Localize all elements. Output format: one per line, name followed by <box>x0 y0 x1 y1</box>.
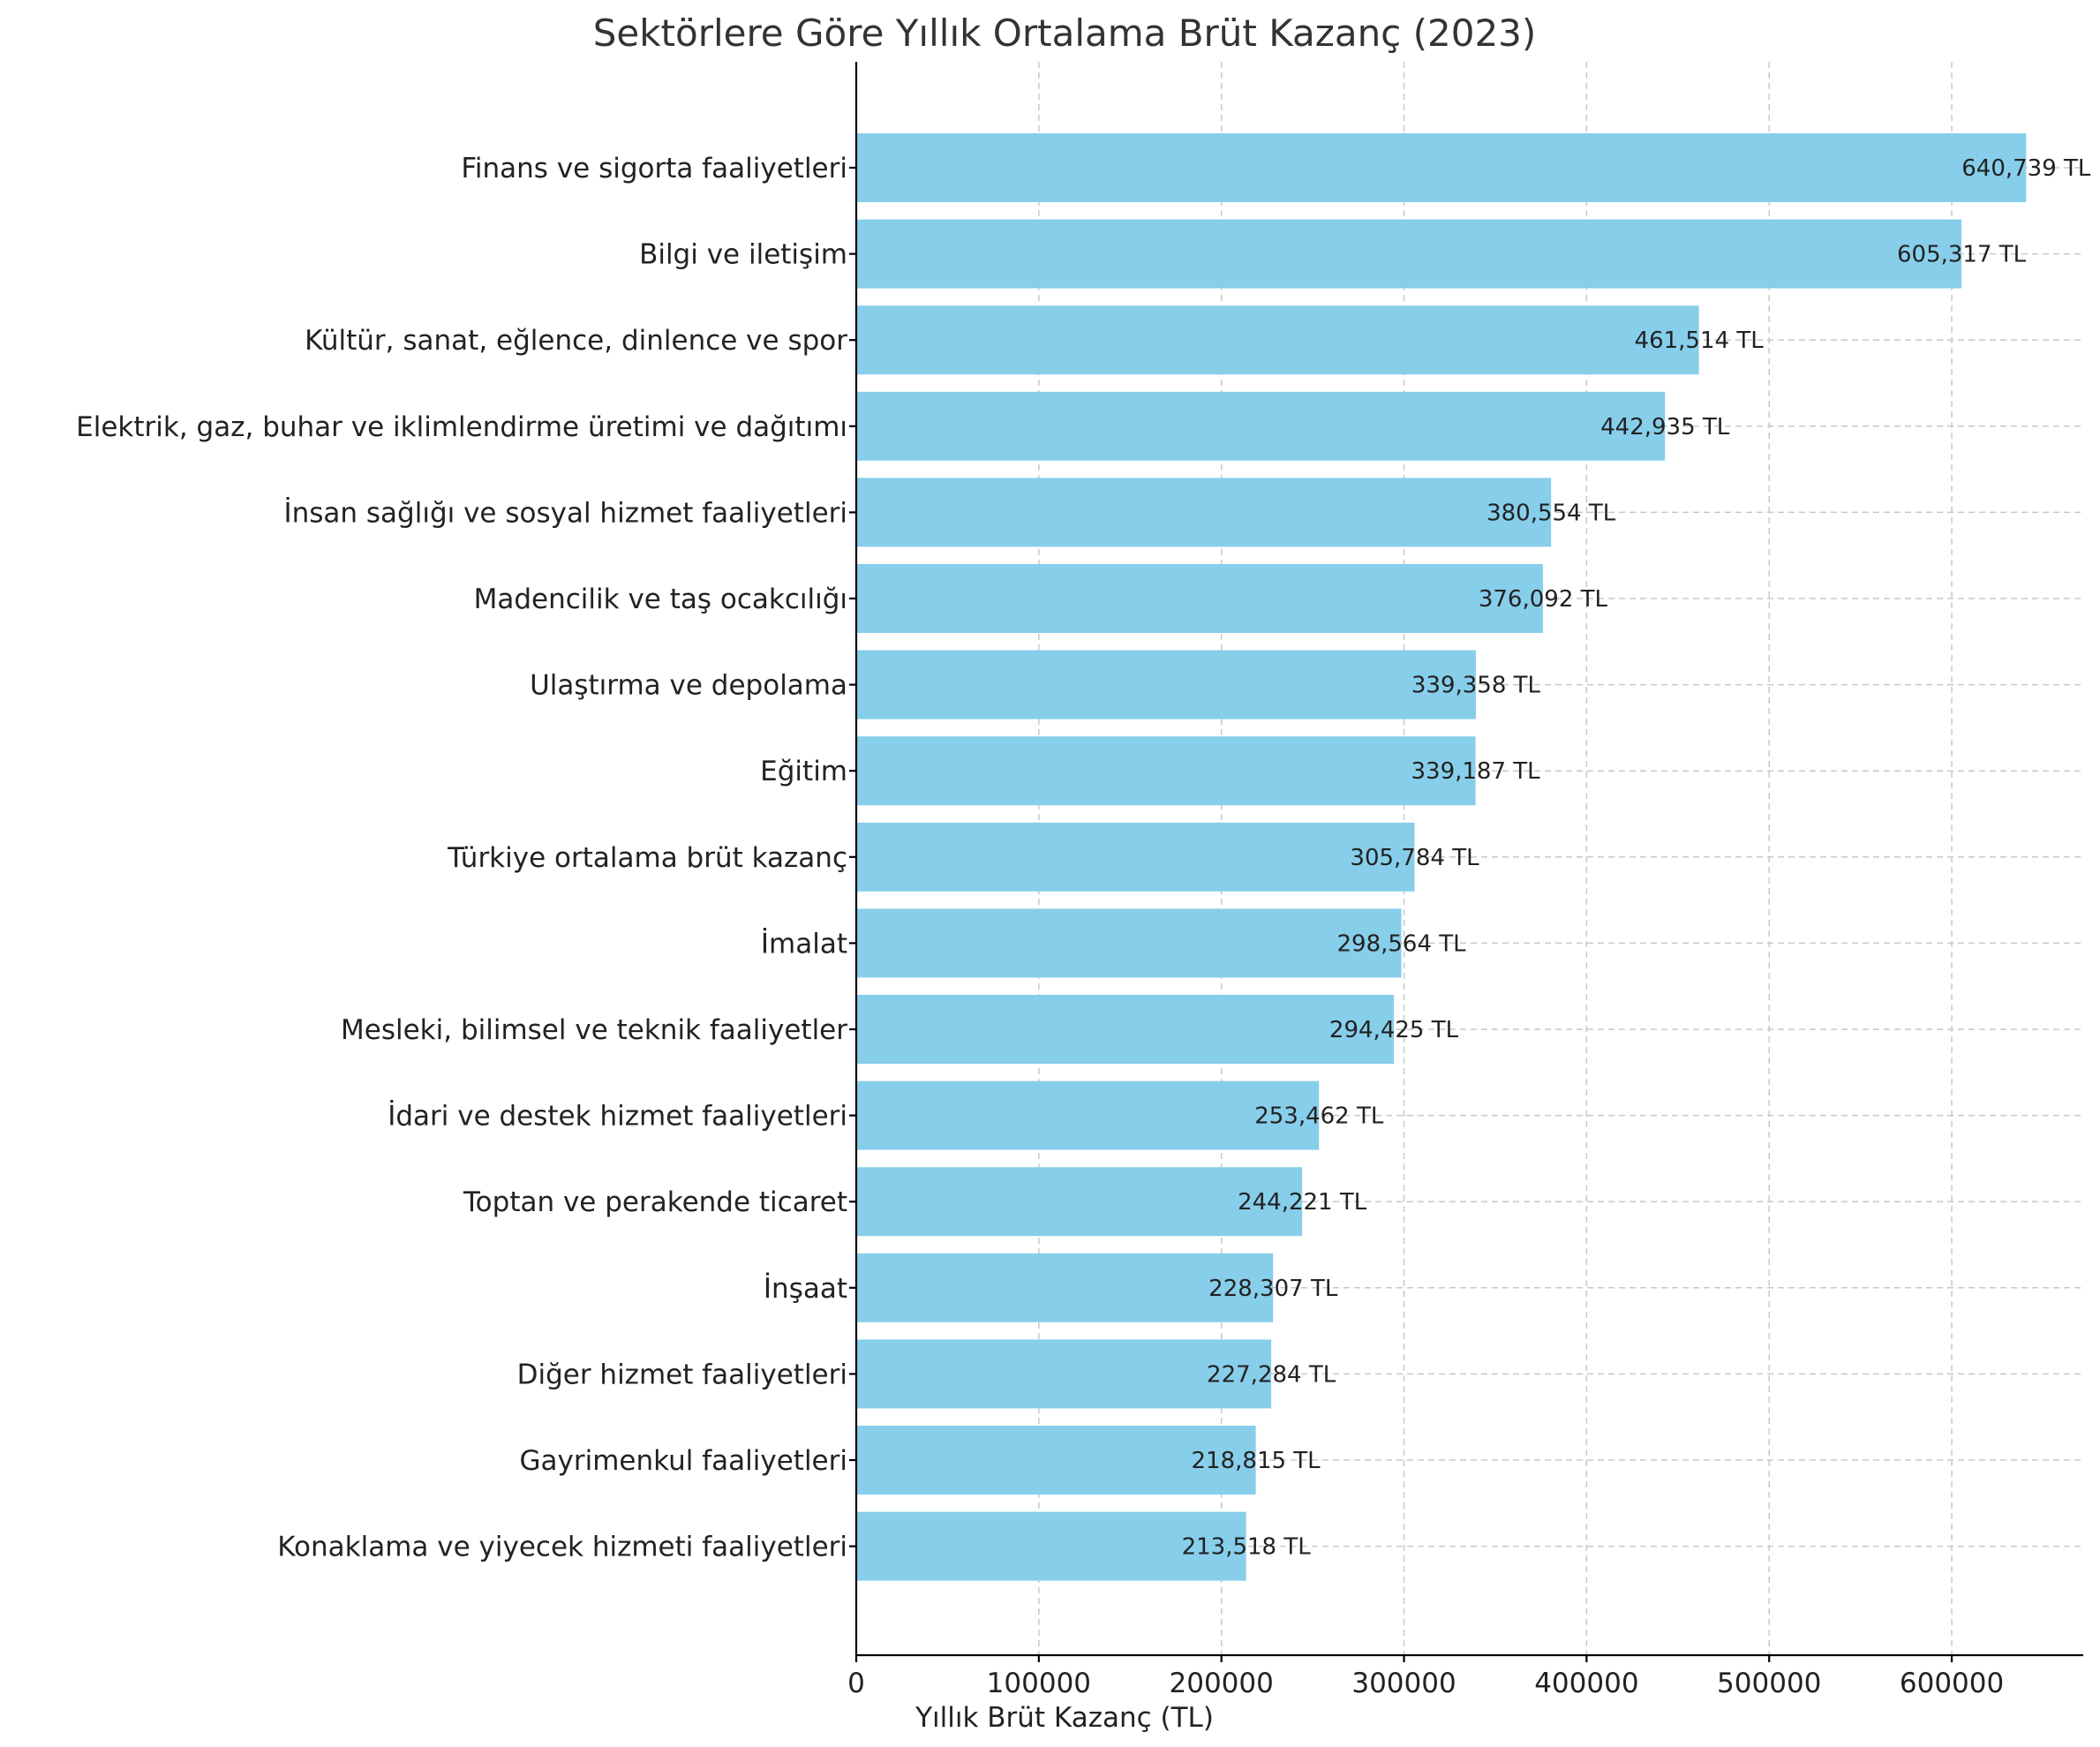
bar <box>856 391 1666 461</box>
data-label: 339,187 TL <box>1411 758 1541 785</box>
data-label: 298,564 TL <box>1336 930 1466 957</box>
y-tick-label: İdari ve destek hizmet faaliyetleri <box>388 1101 847 1133</box>
y-tick-label: Diğer hizmet faaliyetleri <box>517 1359 847 1390</box>
data-label: 213,518 TL <box>1182 1534 1312 1561</box>
y-tick-label: Kültür, sanat, eğlence, dinlence ve spor <box>305 325 847 357</box>
data-label: 218,815 TL <box>1192 1448 1321 1474</box>
data-label: 380,554 TL <box>1487 500 1616 526</box>
data-label: 294,425 TL <box>1329 1017 1459 1043</box>
bar <box>856 1426 1256 1495</box>
x-tick-label: 0 <box>847 1668 865 1699</box>
x-tick-label: 500000 <box>1717 1668 1821 1699</box>
bar <box>856 1081 1320 1150</box>
bar <box>856 1511 1246 1581</box>
y-tick-label: Eğitim <box>760 756 847 787</box>
y-tick-label: Madencilik ve taş ocakcılığı <box>474 584 847 615</box>
data-label: 253,462 TL <box>1254 1103 1384 1130</box>
y-tick-label: Ulaştırma ve depolama <box>530 670 847 702</box>
bar <box>856 995 1395 1064</box>
y-tick-label: Mesleki, bilimsel ve teknik faaliyetler <box>341 1014 847 1046</box>
axis-layer: Finans ve sigorta faaliyetleri Bilgi ve i… <box>76 62 2083 1699</box>
x-tick-label: 100000 <box>987 1668 1091 1699</box>
y-tick-label: Türkiye ortalama brüt kazanç <box>447 842 847 874</box>
y-tick-label: Gayrimenkul faaliyetleri <box>519 1445 847 1477</box>
y-tick-label: İnsan sağlığı ve sosyal hizmet faaliyetl… <box>283 497 847 529</box>
y-tick-label: Bilgi ve iletişim <box>639 239 847 271</box>
bar-layer: 640,739 TL 605,317 TL 461,514 TL 442,935 TL… <box>856 133 2091 1581</box>
bar <box>856 133 2027 202</box>
data-label: 227,284 TL <box>1207 1361 1336 1388</box>
data-label: 461,514 TL <box>1635 328 1765 354</box>
data-label: 376,092 TL <box>1479 586 1608 613</box>
data-label: 640,739 TL <box>1961 155 2091 182</box>
data-label: 339,358 TL <box>1411 673 1541 699</box>
bar <box>856 219 1962 289</box>
bar <box>856 822 1415 892</box>
bar <box>856 478 1552 547</box>
x-tick-label: 200000 <box>1170 1668 1274 1699</box>
bar <box>856 1167 1303 1237</box>
bar <box>856 564 1543 633</box>
x-tick-label: 300000 <box>1351 1668 1456 1699</box>
bar <box>856 908 1402 978</box>
y-tick-label: Finans ve sigorta faaliyetleri <box>461 153 847 184</box>
chart-title: Sektörlere Göre Yıllık Ortalama Brüt Kaz… <box>593 11 1537 55</box>
y-tick-label: Elektrik, gaz, buhar ve iklimlendirme ür… <box>76 411 847 443</box>
data-label: 244,221 TL <box>1238 1189 1367 1216</box>
y-tick-label: Toptan ve perakende ticaret <box>463 1186 847 1218</box>
data-label: 228,307 TL <box>1208 1276 1338 1302</box>
data-label: 305,784 TL <box>1350 845 1479 871</box>
data-label: 442,935 TL <box>1600 414 1730 441</box>
y-tick-label: Konaklama ve yiyecek hizmeti faaliyetler… <box>277 1532 847 1563</box>
y-tick-label: İnşaat <box>764 1273 847 1305</box>
bar <box>856 1339 1272 1409</box>
bar <box>856 650 1476 719</box>
data-label: 605,317 TL <box>1897 242 2027 268</box>
bar <box>856 305 1699 375</box>
y-tick-label: İmalat <box>761 928 847 960</box>
bar <box>856 1253 1274 1322</box>
x-tick-label: 600000 <box>1900 1668 2004 1699</box>
bar <box>856 736 1476 806</box>
x-tick-label: 400000 <box>1534 1668 1638 1699</box>
x-axis-label: Yıllık Brüt Kazanç (TL) <box>915 1702 1214 1734</box>
